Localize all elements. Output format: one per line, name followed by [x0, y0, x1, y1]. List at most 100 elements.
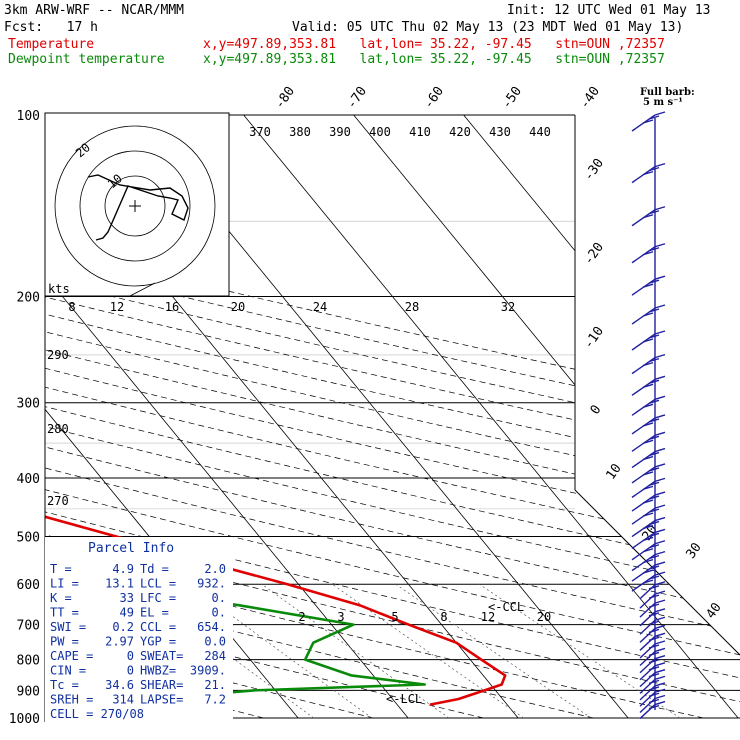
dry-adiabat: [45, 114, 740, 719]
parcel-row-label: SWEAT=: [140, 649, 183, 663]
wind-barb: [639, 624, 666, 643]
mixing-ratio-label: 16: [165, 300, 179, 314]
wind-barb-shaft: [639, 678, 656, 694]
mixing-ratio-line: [261, 583, 450, 719]
wind-barb-shaft: [639, 704, 656, 720]
wind-barb: [639, 682, 666, 701]
wind-barb-flag: [654, 395, 666, 400]
theta-label: 290: [47, 348, 69, 362]
wind-barb-flag: [648, 692, 660, 697]
wind-barb-flag: [654, 561, 666, 566]
parcel-row-value: 0: [127, 664, 134, 678]
isotherm-label: -30: [581, 156, 607, 184]
wind-barb-flag: [642, 536, 654, 542]
parcel-row-value: 7.2: [204, 693, 226, 707]
pressure-tick-label: 1000: [9, 712, 40, 727]
wind-barb-flag: [654, 477, 666, 483]
wind-barb-flag: [654, 275, 666, 280]
wind-barb-flag: [642, 579, 654, 584]
theta-e-label: 370: [249, 125, 271, 139]
wind-barb-flag: [642, 558, 654, 564]
wind-barb: [631, 561, 666, 582]
wind-barb: [631, 206, 666, 227]
isotherm-label: 40: [703, 600, 724, 621]
wind-barb-flag: [654, 353, 666, 359]
wind-barb-flag: [654, 675, 666, 681]
hodograph-ring: [54, 125, 216, 287]
temperature-legend-label: Temperature: [8, 37, 95, 52]
wind-barb-flag: [654, 668, 666, 674]
wind-barb-flag: [654, 571, 666, 576]
hodograph-ring: [104, 175, 166, 237]
wind-barb-flag: [654, 162, 666, 168]
isotherm-label: 0: [588, 402, 605, 417]
pressure-tick-label: 600: [17, 578, 40, 593]
hodograph-trace: [87, 174, 189, 241]
parcel-row-value: 654.: [197, 620, 226, 634]
wind-barb-flag: [648, 554, 660, 560]
wind-barb: [631, 162, 666, 184]
parcel-row-value: 932.: [197, 577, 226, 591]
dewpoint-legend-label: Dewpoint temperature: [8, 52, 165, 67]
wind-barb-flag: [654, 647, 666, 653]
parcel-row-label: CAPE =: [50, 649, 93, 663]
wind-barb-flag: [648, 679, 660, 685]
parcel-row-label: SWI =: [50, 620, 86, 634]
parcel-row-label: CIN =: [50, 664, 86, 678]
wind-barb-flag: [648, 544, 660, 549]
wind-barb: [631, 304, 666, 325]
theta-label: 280: [47, 422, 69, 436]
wind-barb-flag: [648, 628, 660, 634]
mixing-ratio-label: 8: [68, 300, 75, 314]
parcel-row-value: 0.: [212, 606, 226, 620]
wind-barb-flag: [648, 585, 660, 590]
mixing-ratio-label: 12: [110, 300, 124, 314]
parcel-row-label: PW =: [50, 635, 79, 649]
pressure-tick-label: 100: [17, 109, 40, 124]
theta-e-label: 410: [409, 125, 431, 139]
wind-barb-flag: [648, 636, 660, 641]
wind-barb-flag: [648, 115, 660, 120]
wind-barb: [631, 540, 666, 561]
barb-legend-units: 5 m s⁻¹: [643, 97, 683, 108]
wind-barb-shaft: [639, 635, 656, 651]
wind-barb-shaft: [639, 665, 656, 681]
wind-barb-flag: [654, 590, 666, 595]
wind-barb-shaft: [639, 627, 656, 643]
wind-barb: [631, 375, 666, 396]
parcel-row-label: SREH =: [50, 693, 93, 707]
wind-barb-flag: [648, 467, 660, 472]
wind-barb: [639, 655, 666, 674]
wind-barb-flag: [648, 672, 660, 678]
parcel-row-label: K =: [50, 591, 72, 605]
mixing-ratio-label: 20: [537, 610, 551, 624]
wind-barb-flag: [642, 455, 654, 461]
wind-barb: [639, 675, 666, 694]
wind-barb: [631, 353, 666, 375]
valid-time: Valid: 05 UTC Thu 02 May 13 (23 MDT Wed …: [292, 20, 684, 35]
wind-barb-flag: [642, 499, 654, 504]
wind-barb-flag: [648, 603, 660, 608]
dewpoint-profile: [45, 114, 427, 706]
mixing-ratio-line: [133, 583, 314, 719]
wind-barb-flag: [654, 640, 666, 645]
parcel-row-value: 3909.: [190, 664, 226, 678]
theta-label: 270: [47, 494, 69, 508]
wind-barb-flag: [654, 330, 666, 335]
wind-barb-flag: [654, 581, 666, 586]
parcel-row-value: 0.: [212, 591, 226, 605]
theta-e-label: 420: [449, 125, 471, 139]
wind-barb-flag: [648, 651, 660, 657]
parcel-row-label: Tc =: [50, 678, 79, 692]
mixing-ratio-label: 12: [481, 610, 495, 624]
parcel-row-label: HWBZ=: [140, 664, 176, 678]
wind-barb-flag: [648, 659, 660, 664]
mixing-ratio-line: [332, 583, 524, 719]
mixing-ratio-label: 3: [337, 610, 344, 624]
wind-barb: [631, 504, 666, 525]
wind-barb-flag: [654, 655, 666, 660]
wind-barb-flag: [648, 698, 660, 704]
parcel-row-value: 2.0: [204, 562, 226, 576]
parcel-row-value: 13.1: [105, 577, 134, 591]
parcel-row-label: CCL =: [140, 620, 176, 634]
